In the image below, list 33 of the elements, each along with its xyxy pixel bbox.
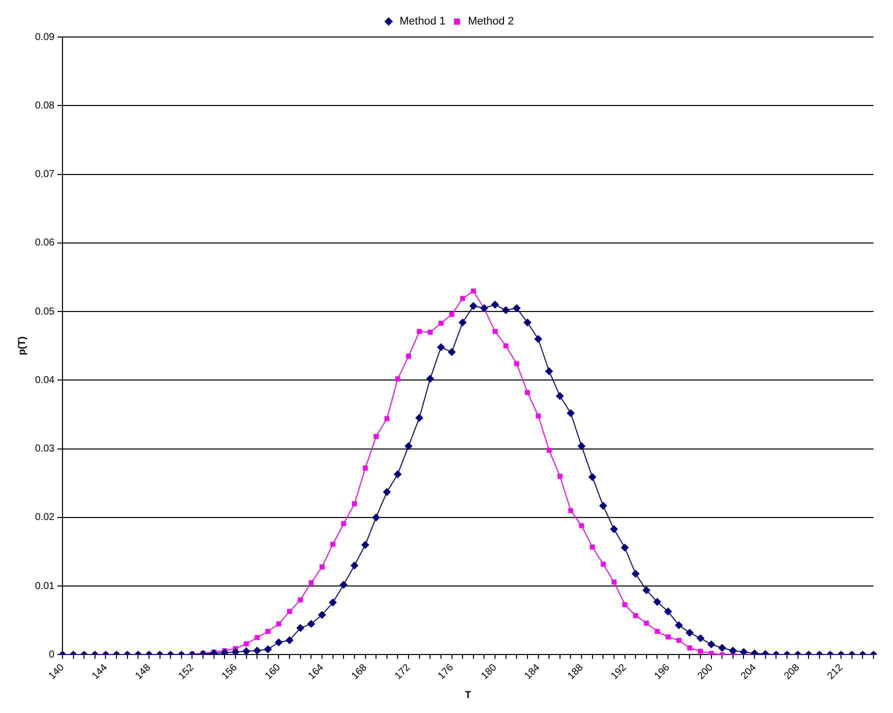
y-tick-label: 0.02 (34, 512, 55, 524)
x-tick-label: 180 (480, 662, 500, 682)
x-tick-label: 152 (176, 662, 197, 682)
y-tick-label: 0.08 (34, 100, 55, 112)
x-tick-label: 208 (782, 662, 802, 682)
x-tick-label: 212 (826, 662, 846, 682)
y-tick-label: 0.05 (34, 306, 55, 318)
x-tick-label: 184 (522, 662, 543, 682)
x-tick-label: 192 (609, 662, 630, 682)
x-tick-label: 148 (133, 662, 154, 682)
y-tick-label: 0 (48, 649, 55, 660)
x-tick-label: 160 (263, 662, 284, 682)
x-tick-label: 156 (220, 662, 240, 682)
y-tick-label: 0.01 (34, 580, 55, 592)
y-tick-label: 0.03 (34, 444, 55, 455)
x-tick-label: 204 (739, 662, 759, 682)
x-tick-label: 164 (306, 662, 326, 682)
x-tick-label: 172 (393, 662, 413, 682)
x-tick-label: 140 (46, 662, 67, 682)
legend-label: Method 1 (400, 16, 446, 28)
y-tick-label: 0.09 (34, 32, 55, 43)
y-tick-label: 0.04 (34, 374, 55, 386)
x-tick-label: 200 (696, 662, 716, 682)
y-tick-label: 0.06 (34, 238, 55, 249)
x-tick-label: 144 (90, 662, 110, 682)
x-tick-label: 176 (436, 662, 456, 682)
x-tick-label: 188 (566, 662, 586, 682)
x-tick-label: 196 (652, 662, 672, 682)
x-tick-label: 168 (350, 662, 370, 682)
legend-label: Method 2 (468, 16, 514, 28)
y-axis-title: p(T) (16, 336, 28, 356)
x-axis-title: T (464, 690, 472, 701)
y-tick-label: 0.07 (34, 169, 55, 180)
